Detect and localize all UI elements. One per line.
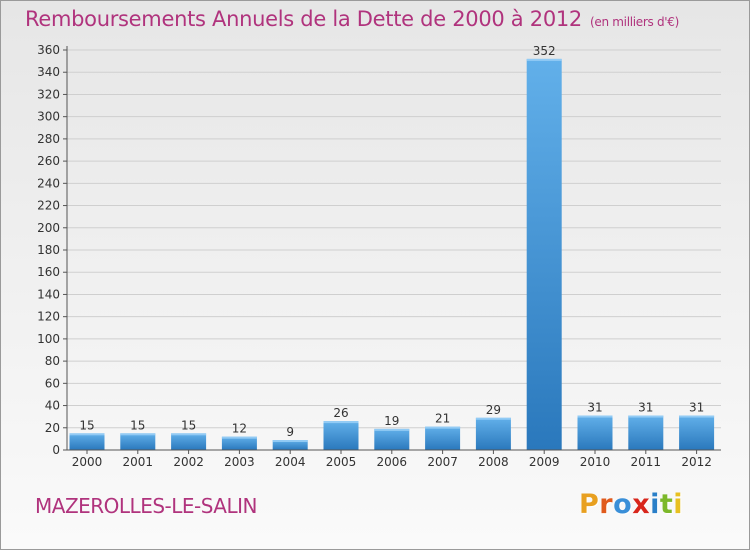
- bar-2010[interactable]: [577, 415, 613, 450]
- data-label: 15: [181, 418, 196, 432]
- bar-highlight: [69, 433, 105, 436]
- bar-highlight: [272, 440, 308, 442]
- x-tick-label: 2003: [224, 455, 255, 469]
- y-tick-label: 0: [52, 443, 60, 457]
- bar-2004[interactable]: [272, 440, 308, 450]
- bar-highlight: [221, 436, 257, 439]
- data-label: 352: [533, 44, 556, 58]
- y-tick-label: 100: [37, 332, 60, 346]
- x-tick-label: 2001: [123, 455, 154, 469]
- bar-2000[interactable]: [69, 433, 105, 450]
- bar-2003[interactable]: [221, 436, 257, 450]
- chart-title-text: Remboursements Annuels de la Dette de 20…: [25, 7, 582, 31]
- bar-2006[interactable]: [374, 428, 410, 450]
- data-label: 9: [286, 425, 294, 439]
- bar-highlight: [628, 415, 664, 418]
- data-label: 15: [130, 418, 145, 432]
- x-tick-label: 2004: [275, 455, 306, 469]
- logo-letter: i: [650, 489, 660, 520]
- bar-highlight: [323, 421, 359, 424]
- data-label: 12: [232, 422, 247, 436]
- y-tick-label: 340: [37, 65, 60, 79]
- bar-highlight: [374, 428, 410, 431]
- bar-2002[interactable]: [171, 433, 207, 450]
- bar-2007[interactable]: [425, 426, 461, 450]
- bar-highlight: [425, 426, 461, 429]
- y-tick-label: 160: [37, 265, 60, 279]
- bar-2001[interactable]: [120, 433, 156, 450]
- chart-unit: (en milliers d'€): [590, 15, 680, 29]
- logo-letter: P: [579, 489, 600, 520]
- y-tick-label: 180: [37, 243, 60, 257]
- logo-letter: t: [659, 489, 674, 520]
- y-tick-label: 240: [37, 176, 60, 190]
- y-tick-label: 40: [45, 399, 60, 413]
- x-tick-label: 2002: [173, 455, 204, 469]
- y-tick-label: 220: [37, 199, 60, 213]
- y-tick-label: 80: [45, 354, 60, 368]
- x-tick-label: 2008: [478, 455, 509, 469]
- y-tick-label: 200: [37, 221, 60, 235]
- y-tick-label: 140: [37, 287, 60, 301]
- x-tick-label: 2005: [326, 455, 357, 469]
- y-tick-label: 20: [45, 421, 60, 435]
- bar-2008[interactable]: [475, 417, 511, 450]
- place-name: MAZEROLLES-LE-SALIN: [35, 494, 258, 518]
- y-tick-label: 60: [45, 376, 60, 390]
- data-label: 31: [587, 401, 602, 415]
- bar-highlight: [526, 58, 562, 61]
- x-tick-label: 2012: [681, 455, 712, 469]
- data-label: 15: [79, 418, 94, 432]
- bar-highlight: [120, 433, 156, 436]
- bar-highlight: [679, 415, 715, 418]
- data-label: 19: [384, 414, 399, 428]
- bar-2012[interactable]: [679, 415, 715, 450]
- x-tick-label: 2011: [631, 455, 662, 469]
- data-label: 21: [435, 412, 450, 426]
- logo-letter: i: [673, 489, 684, 520]
- data-label: 31: [689, 401, 704, 415]
- bar-highlight: [475, 417, 511, 420]
- y-tick-label: 360: [37, 43, 60, 57]
- data-label: 29: [486, 403, 501, 417]
- proxiti-logo[interactable]: Proxiti: [579, 489, 683, 520]
- bar-2011[interactable]: [628, 415, 664, 450]
- y-tick-label: 120: [37, 310, 60, 324]
- bar-2005[interactable]: [323, 421, 359, 450]
- y-tick-label: 320: [37, 87, 60, 101]
- x-tick-label: 2009: [529, 455, 560, 469]
- y-tick-label: 300: [37, 110, 60, 124]
- data-label: 31: [638, 401, 653, 415]
- bar-2009[interactable]: [526, 58, 562, 451]
- x-tick-label: 2006: [377, 455, 408, 469]
- y-tick-label: 280: [37, 132, 60, 146]
- y-tick-label: 260: [37, 154, 60, 168]
- bar-highlight: [171, 433, 207, 436]
- chart-title: Remboursements Annuels de la Dette de 20…: [25, 7, 679, 31]
- x-tick-label: 2000: [72, 455, 103, 469]
- logo-letter: x: [632, 489, 651, 520]
- x-tick-label: 2010: [580, 455, 611, 469]
- data-label: 26: [333, 406, 348, 420]
- logo-letter: o: [613, 489, 633, 520]
- logo-letter: r: [599, 489, 614, 520]
- bar-highlight: [577, 415, 613, 418]
- x-tick-label: 2007: [427, 455, 458, 469]
